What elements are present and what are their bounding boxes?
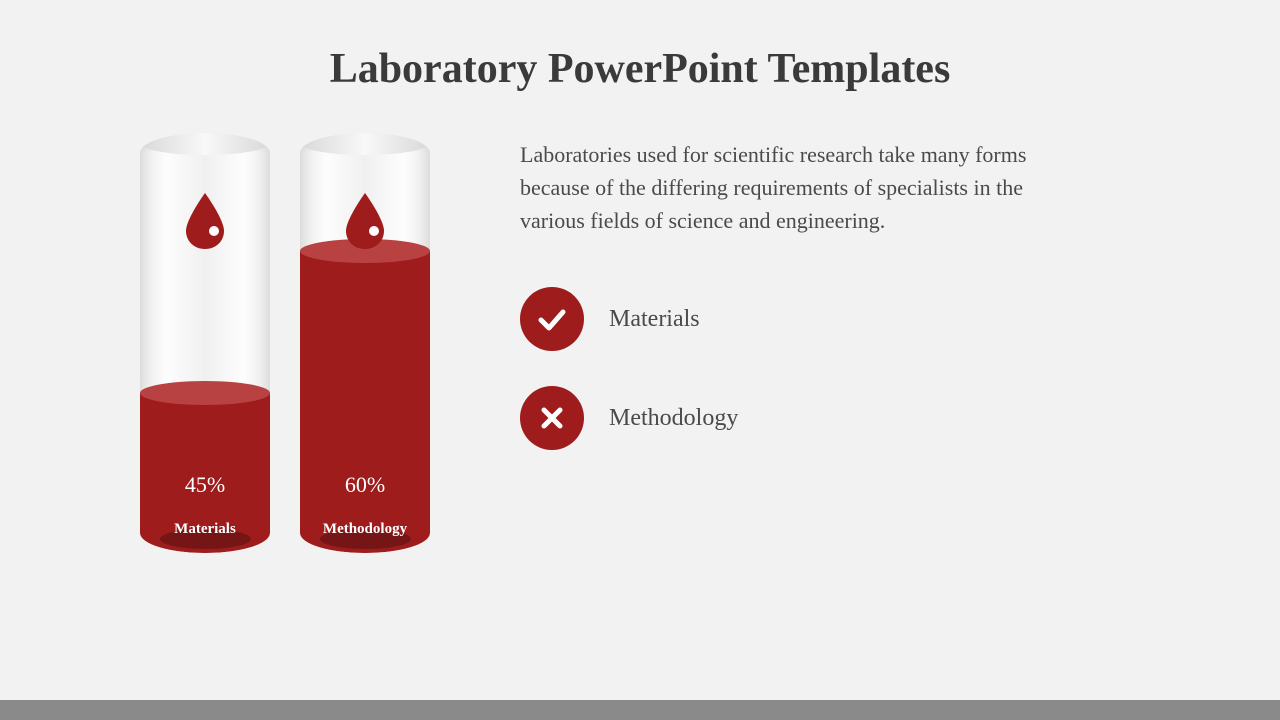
description-text: Laboratories used for scientific researc… bbox=[520, 138, 1080, 237]
tube-rim bbox=[140, 133, 270, 155]
right-content: Laboratories used for scientific researc… bbox=[430, 133, 1220, 553]
content-area: 45% Materials 60% Methodology bbox=[0, 93, 1280, 553]
legend-item-methodology: Methodology bbox=[520, 386, 1220, 450]
percent-label: 45% bbox=[140, 472, 270, 498]
tube-materials: 45% Materials bbox=[140, 133, 270, 553]
tube-methodology: 60% Methodology bbox=[300, 133, 430, 553]
liquid-fill bbox=[300, 251, 430, 553]
legend-label: Materials bbox=[609, 306, 700, 333]
percent-label: 60% bbox=[300, 472, 430, 498]
tube-name-label: Materials bbox=[140, 521, 270, 538]
check-icon bbox=[520, 287, 584, 351]
tube-rim bbox=[300, 133, 430, 155]
legend: Materials Methodology bbox=[520, 287, 1220, 450]
tube-container: 45% Materials bbox=[140, 133, 270, 553]
footer-bar bbox=[0, 700, 1280, 720]
legend-label: Methodology bbox=[609, 405, 738, 432]
cross-icon bbox=[520, 386, 584, 450]
drop-icon bbox=[182, 193, 228, 254]
tube-container: 60% Methodology bbox=[300, 133, 430, 553]
tubes-area: 45% Materials 60% Methodology bbox=[60, 133, 430, 553]
tube-name-label: Methodology bbox=[300, 521, 430, 538]
legend-item-materials: Materials bbox=[520, 287, 1220, 351]
liquid-surface bbox=[140, 381, 270, 405]
slide-title: Laboratory PowerPoint Templates bbox=[0, 0, 1280, 93]
drop-icon bbox=[342, 193, 388, 254]
